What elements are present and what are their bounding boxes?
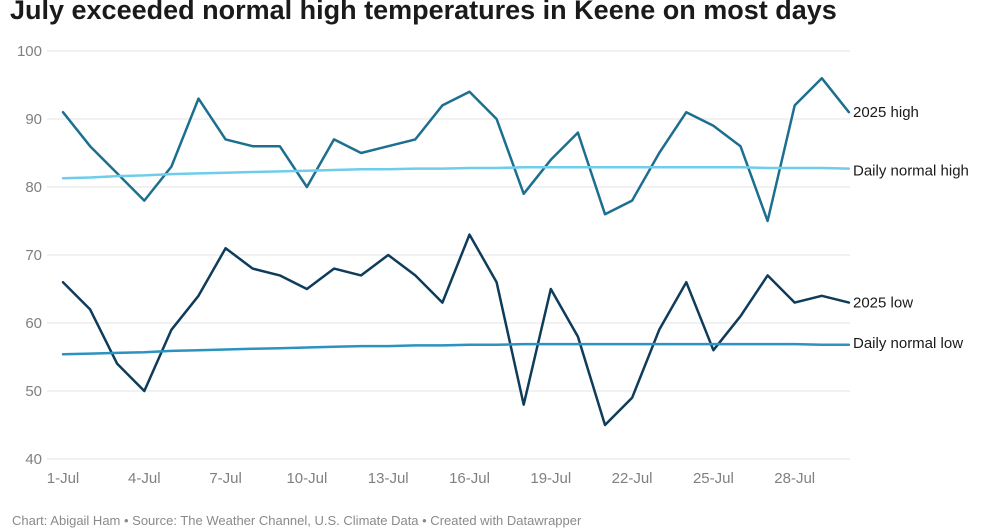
x-tick-label: 22-Jul [612, 470, 653, 487]
series-label-daily-normal-high: Daily normal high [853, 163, 969, 180]
x-tick-label: 19-Jul [530, 470, 571, 487]
chart-footer: Chart: Abigail Ham • Source: The Weather… [12, 513, 582, 528]
y-tick-label: 100 [17, 43, 42, 60]
y-tick-label: 80 [25, 179, 42, 196]
series-line-2025-low [61, 233, 851, 427]
series-label-2025-low: 2025 low [853, 295, 913, 312]
x-tick-label: 1-Jul [47, 470, 80, 487]
x-tick-label: 28-Jul [774, 470, 815, 487]
y-tick-label: 70 [25, 247, 42, 264]
y-tick-label: 50 [25, 383, 42, 400]
x-axis-ticks: 1-Jul 4-Jul 7-Jul 10-Jul 13-Jul 16-Jul 19-Jul 2… [47, 470, 815, 487]
series-label-daily-normal-low: Daily normal low [853, 335, 963, 352]
y-tick-label: 60 [25, 315, 42, 332]
x-tick-label: 16-Jul [449, 470, 490, 487]
y-tick-label: 40 [25, 451, 42, 468]
y-axis-ticks: 40 50 60 70 80 90 100 [17, 43, 42, 468]
chart-title: July exceeded normal high temperatures i… [10, 0, 837, 25]
x-tick-label: 4-Jul [128, 470, 161, 487]
x-tick-label: 25-Jul [693, 470, 734, 487]
series-line-2025-high [61, 76, 851, 223]
gridlines [47, 50, 850, 460]
series-label-2025-high: 2025 high [853, 104, 919, 121]
y-tick-label: 90 [25, 111, 42, 128]
series-lines [61, 76, 851, 427]
x-tick-label: 7-Jul [209, 470, 242, 487]
series-line-daily-normal-low [61, 342, 851, 356]
series-line-daily-normal-high [61, 166, 851, 180]
x-tick-label: 13-Jul [368, 470, 409, 487]
x-tick-label: 10-Jul [286, 470, 327, 487]
series-labels: 2025 high Daily normal high 2025 low Daily … [853, 104, 969, 352]
